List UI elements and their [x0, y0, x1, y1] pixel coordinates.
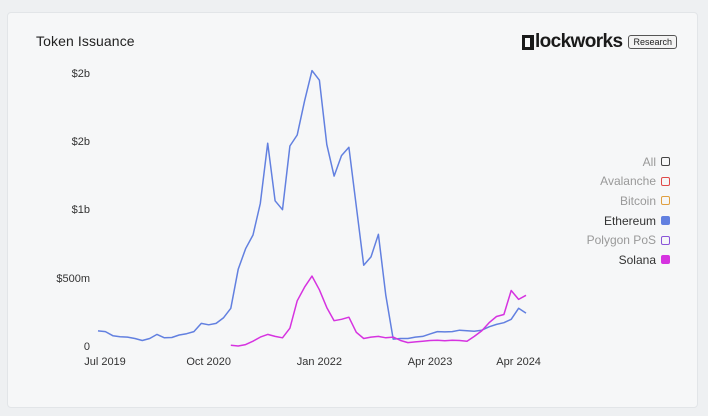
y-tick-label: $2b [72, 68, 90, 80]
chart-lines [97, 69, 527, 347]
x-tick-label: Apr 2024 [496, 356, 541, 368]
legend-item-bitcoin[interactable]: Bitcoin [620, 191, 670, 211]
legend-item-polygon-pos[interactable]: Polygon PoS [587, 230, 670, 250]
series-line-solana [230, 275, 527, 347]
legend-item-avalanche[interactable]: Avalanche [600, 172, 670, 192]
legend-label: Solana [618, 252, 656, 267]
y-tick-label: $500m [56, 273, 90, 285]
legend-swatch-icon [661, 235, 670, 245]
legend: All Avalanche Bitcoin Ethereum Polygon PoS So… [587, 152, 670, 270]
legend-label: All [642, 154, 656, 169]
chart-card: Token Issuance lockworks Research [7, 12, 698, 408]
legend-swatch-icon [661, 157, 670, 167]
legend-swatch-icon [661, 196, 670, 206]
legend-item-ethereum[interactable]: Ethereum [604, 211, 670, 231]
legend-label: Polygon PoS [586, 233, 656, 248]
y-tick-label: $1b [72, 204, 90, 216]
legend-item-solana[interactable]: Solana [619, 250, 670, 270]
brand-badge: Research [628, 35, 677, 49]
legend-item-all[interactable]: All [643, 152, 670, 172]
brand-name: lockworks [534, 31, 623, 52]
x-tick-label: Jan 2022 [297, 356, 342, 368]
x-tick-label: Jul 2019 [84, 356, 126, 368]
legend-label: Avalanche [600, 174, 656, 189]
legend-label: Ethereum [603, 213, 656, 228]
brand: lockworks Research [521, 31, 677, 53]
x-tick-label: Oct 2020 [186, 356, 231, 368]
brand-logo: lockworks [521, 31, 623, 53]
chart-title: Token Issuance [36, 33, 135, 49]
legend-swatch-icon [661, 176, 670, 186]
chart-axes: 0 $500m $1b $2b $2b Jul 2019 Oct 2020 Jan 2022 A… [56, 68, 541, 368]
y-tick-label: 0 [84, 341, 90, 353]
legend-label: Bitcoin [619, 193, 656, 208]
y-tick-label: $2b [72, 136, 90, 148]
x-tick-label: Apr 2023 [408, 356, 453, 368]
legend-swatch-icon [661, 255, 670, 265]
legend-swatch-icon [661, 216, 670, 226]
series-line-ethereum [97, 69, 527, 342]
brand-mark-icon [521, 34, 534, 50]
